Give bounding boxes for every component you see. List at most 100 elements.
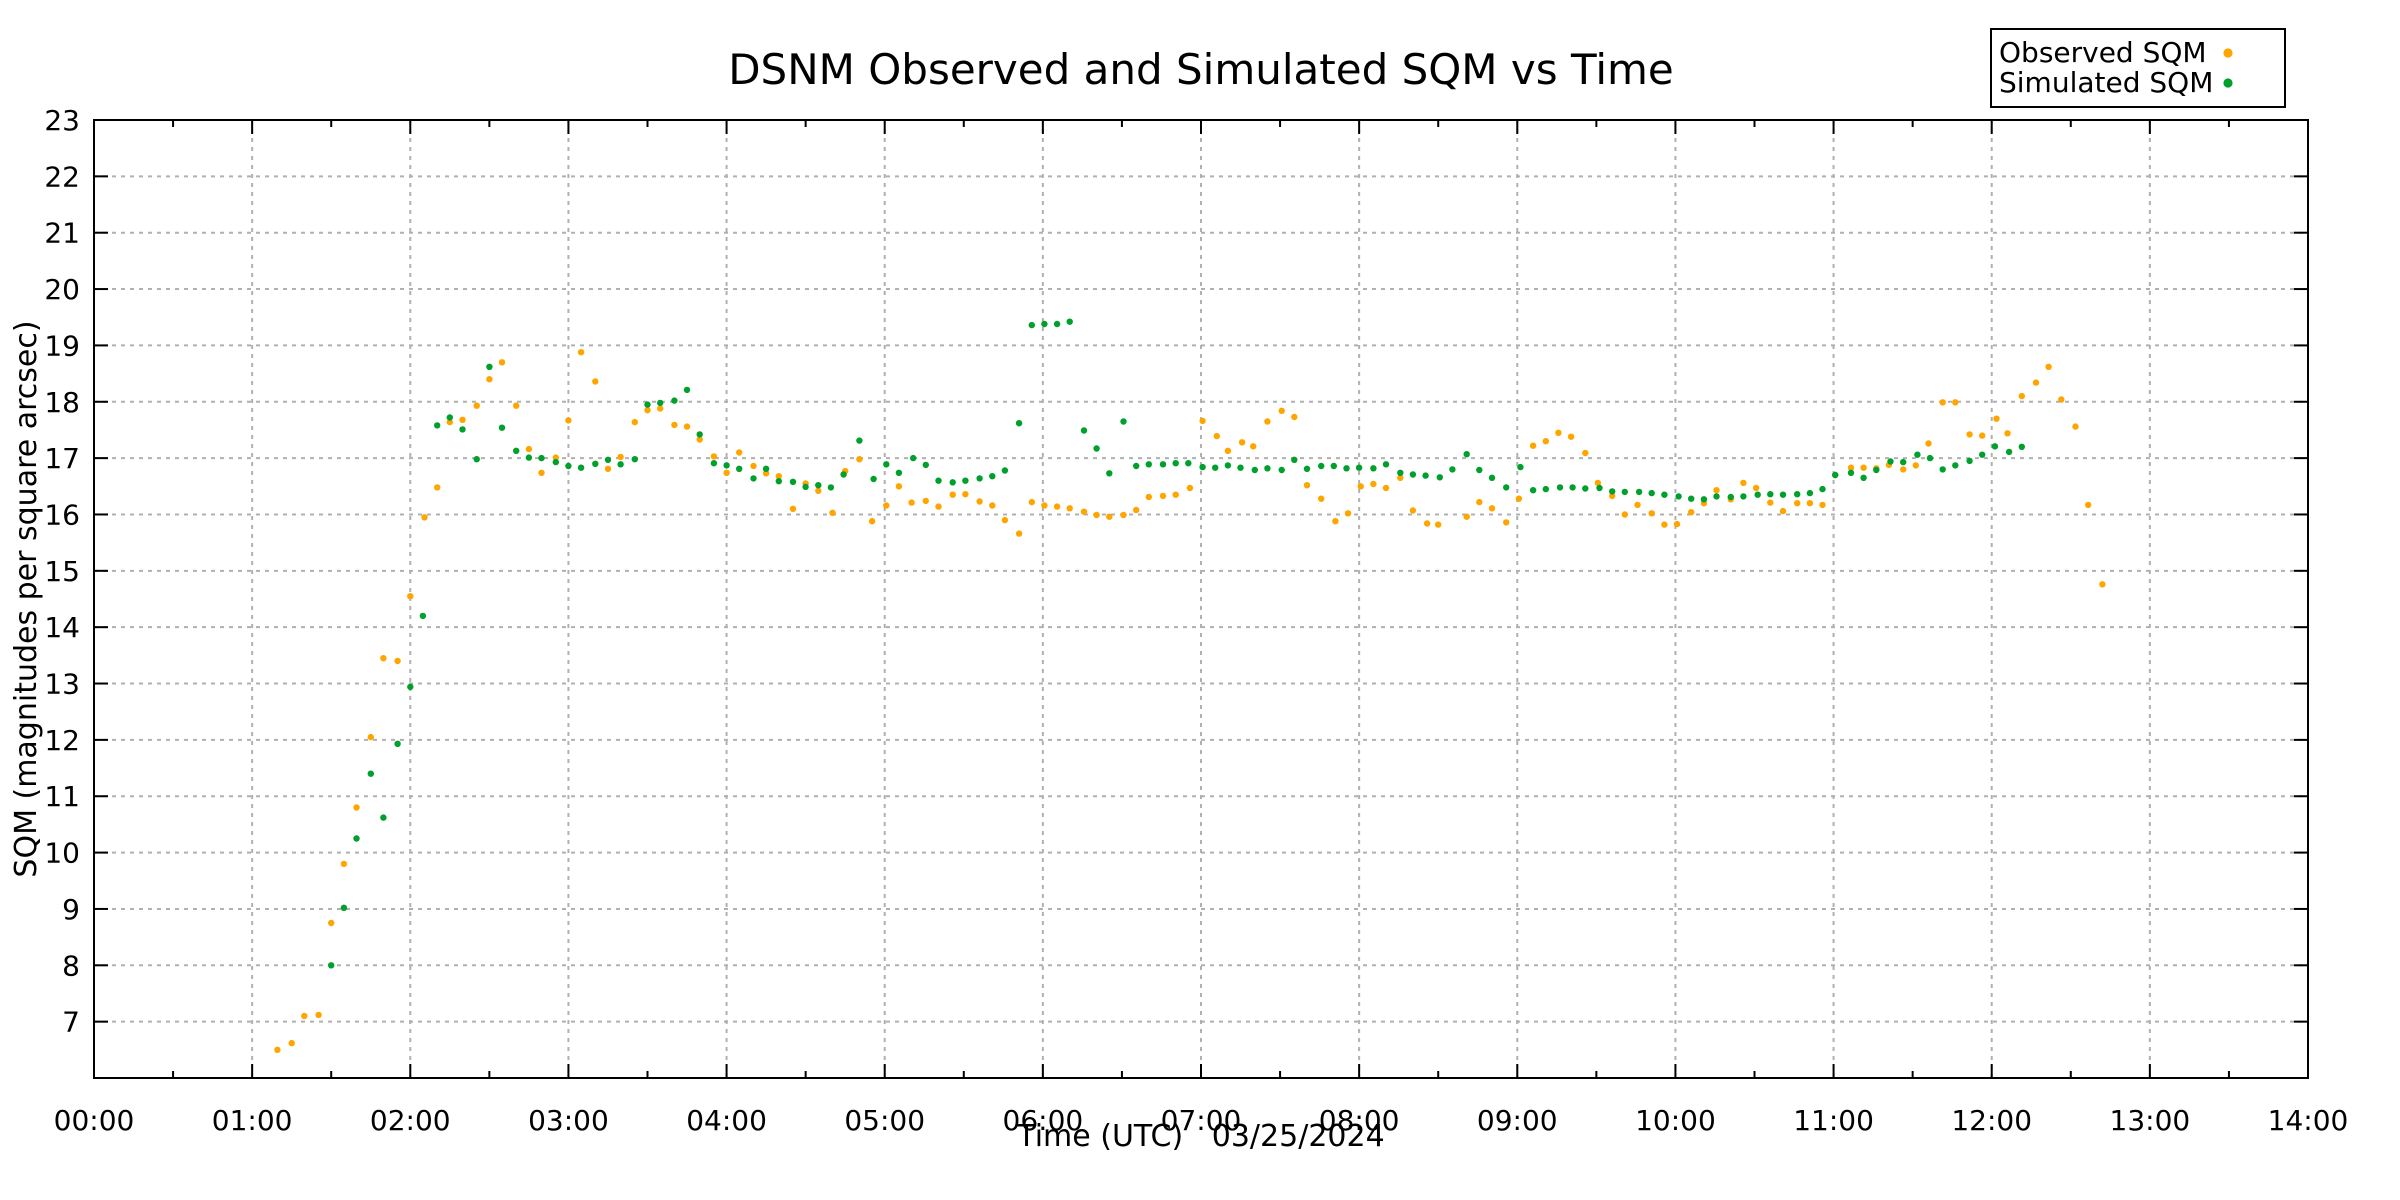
gridlines: [94, 120, 2308, 1078]
data-point: [1635, 488, 1643, 496]
data-point: [1264, 418, 1271, 425]
data-point: [736, 465, 743, 472]
legend-marker-simulated-icon: [2223, 78, 2233, 88]
data-point: [1779, 491, 1787, 498]
data-point: [1609, 492, 1616, 500]
data-point: [301, 1012, 308, 1020]
data-point: [1120, 511, 1127, 519]
data-point: [1806, 489, 1814, 497]
data-point: [644, 407, 651, 414]
data-point: [1979, 432, 1986, 439]
y-tick-label: 17: [44, 442, 80, 475]
data-point: [750, 475, 757, 482]
data-point: [868, 518, 876, 525]
data-point: [328, 962, 335, 969]
data-point: [1344, 510, 1352, 517]
data-point: [2004, 430, 2011, 437]
legend-label-observed: Observed SQM: [1999, 36, 2207, 69]
data-point: [315, 1011, 322, 1019]
data-point: [1303, 482, 1311, 489]
data-point: [1172, 460, 1179, 467]
data-point: [696, 436, 703, 443]
data-point: [1488, 474, 1496, 481]
data-point: [1330, 462, 1338, 470]
data-point: [935, 477, 942, 484]
data-point: [1463, 513, 1470, 520]
data-point: [789, 478, 797, 485]
y-tick-label: 16: [44, 498, 80, 531]
data-point: [1832, 471, 1839, 479]
data-point: [1015, 530, 1023, 537]
data-point: [513, 402, 520, 409]
y-tick-label: 15: [44, 555, 80, 588]
y-tick-label: 8: [62, 949, 80, 982]
data-point: [1212, 464, 1219, 471]
data-point: [367, 770, 374, 777]
data-point: [2085, 501, 2092, 509]
data-point: [1357, 483, 1364, 490]
data-point: [1172, 491, 1179, 498]
data-point: [1278, 407, 1285, 414]
data-point: [762, 470, 770, 477]
data-point: [671, 421, 678, 429]
data-point: [407, 593, 414, 600]
data-point: [1106, 513, 1113, 520]
data-point: [723, 469, 730, 476]
data-point: [1700, 496, 1708, 503]
x-tick-label: 02:00: [370, 1104, 451, 1137]
data-point: [340, 860, 348, 868]
data-point: [1517, 463, 1524, 471]
data-point: [815, 487, 822, 494]
data-point: [1332, 518, 1339, 525]
data-point: [1449, 466, 1456, 473]
data-point: [1066, 318, 1073, 325]
data-point: [2018, 392, 2026, 400]
y-tick-label: 21: [44, 217, 80, 250]
data-point: [1028, 498, 1036, 506]
data-point: [1001, 516, 1009, 524]
data-point: [1251, 466, 1259, 474]
data-point: [1080, 427, 1088, 434]
data-point: [644, 401, 651, 408]
data-point: [434, 484, 441, 491]
data-point: [577, 349, 585, 356]
data-point: [419, 612, 427, 620]
data-point: [2032, 379, 2040, 386]
data-point: [1993, 415, 2000, 422]
data-point: [1370, 480, 1377, 488]
data-point: [723, 462, 730, 469]
data-point: [1291, 413, 1298, 421]
data-point: [1900, 458, 1907, 466]
data-point: [1409, 507, 1417, 514]
data-point: [922, 497, 929, 505]
y-tick-label: 13: [44, 668, 80, 701]
y-tick-label: 14: [44, 611, 80, 644]
data-point: [328, 919, 335, 927]
data-point: [459, 416, 466, 423]
data-point: [935, 503, 942, 510]
data-point: [1303, 465, 1311, 472]
data-point: [604, 465, 612, 472]
data-point: [1199, 417, 1206, 425]
data-point: [1397, 474, 1404, 481]
data-point: [367, 733, 374, 741]
data-point: [1569, 484, 1576, 491]
data-point: [1900, 466, 1907, 473]
data-point: [1806, 500, 1814, 507]
data-point: [1463, 451, 1470, 458]
data-point: [883, 461, 890, 468]
data-point: [538, 469, 545, 476]
data-point: [1436, 474, 1444, 481]
data-point: [1199, 463, 1206, 471]
observed-sqm-series: [274, 349, 2106, 1054]
data-point: [789, 505, 797, 512]
data-point: [473, 402, 480, 409]
data-point: [592, 460, 599, 467]
x-tick-label: 06:00: [1003, 1104, 1084, 1137]
data-point: [1001, 467, 1009, 474]
data-point: [962, 491, 969, 498]
data-point: [513, 447, 520, 454]
data-point: [274, 1046, 281, 1054]
data-point: [2072, 423, 2079, 430]
data-point: [1621, 511, 1629, 518]
